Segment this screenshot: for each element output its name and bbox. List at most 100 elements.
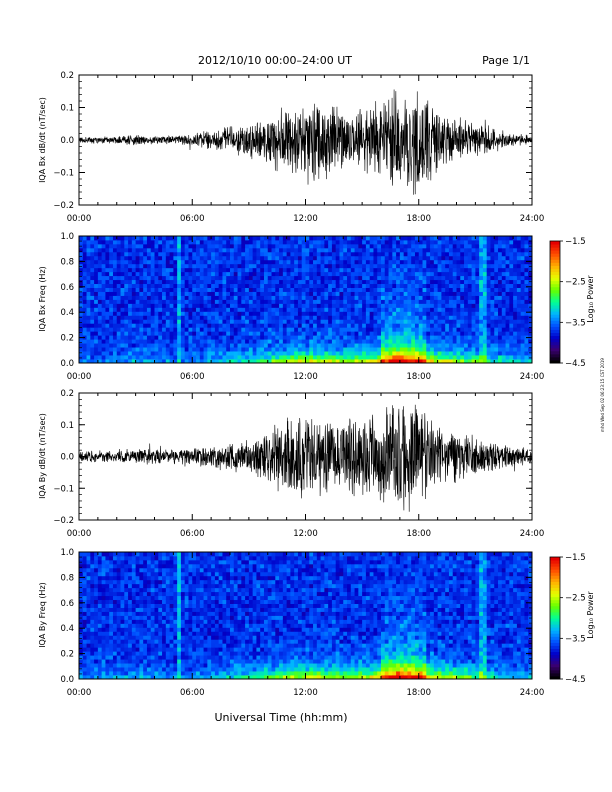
spectrogram-cell	[286, 279, 291, 285]
spectrogram-cell	[86, 567, 91, 573]
spectrogram-cell	[324, 347, 329, 352]
spectrogram-cell	[101, 255, 106, 261]
spectrogram-cell	[297, 339, 303, 344]
spectrogram-cell	[90, 575, 95, 581]
spectrogram-cell	[162, 587, 167, 593]
spectrogram-cell	[143, 591, 148, 597]
spectrogram-cell	[199, 279, 204, 285]
spectrogram-cell	[448, 331, 454, 336]
y-axis-label: IQA Bx dB/dt (nT/sec)	[38, 97, 47, 183]
spectrogram-cell	[294, 259, 299, 265]
spectrogram-cell	[305, 267, 310, 273]
spectrogram-cell	[324, 251, 329, 257]
spectrogram-cell	[188, 259, 193, 265]
spectrogram-cell	[218, 255, 223, 261]
spectrogram-cell	[128, 307, 133, 312]
spectrogram-cell	[520, 343, 525, 348]
spectrogram-cell	[388, 343, 393, 348]
spectrogram-cell	[365, 323, 371, 328]
spectrogram-cell	[131, 552, 137, 557]
spectrogram-cell	[154, 607, 159, 612]
spectrogram-cell	[150, 243, 155, 249]
spectrogram-cell	[173, 247, 178, 253]
spectrogram-cell	[513, 339, 518, 344]
spectrogram-cell	[297, 327, 303, 332]
spectrogram-cell	[392, 335, 397, 340]
spectrogram-cell	[169, 271, 174, 277]
spectrogram-cell	[79, 323, 84, 328]
spectrogram-cell	[260, 259, 265, 265]
spectrogram-cell	[79, 675, 84, 680]
spectrogram-cell	[460, 263, 465, 269]
spectrogram-cell	[464, 359, 469, 364]
spectrogram-cell	[407, 259, 412, 265]
spectrogram-cell	[335, 311, 340, 316]
spectrogram-cell	[199, 351, 204, 356]
spectrogram-cell	[282, 271, 288, 277]
spectrogram-cell	[418, 275, 423, 281]
spectrogram-cell	[135, 315, 140, 320]
spectrogram-cell	[233, 263, 238, 269]
spectrogram-cell	[452, 323, 457, 328]
spectrogram-cell	[347, 303, 352, 308]
spectrogram-cell	[316, 311, 321, 316]
spectrogram-cell	[146, 295, 152, 300]
spectrogram-cell	[494, 255, 499, 261]
spectrogram-cell	[430, 295, 435, 300]
spectrogram-cell	[301, 279, 306, 285]
spectrogram-cell	[79, 623, 84, 628]
spectrogram-cell	[184, 331, 189, 336]
spectrogram-cell	[222, 299, 227, 304]
spectrogram-cell	[97, 552, 103, 557]
spectrogram-cell	[271, 247, 276, 253]
spectrogram-cell	[339, 303, 344, 308]
spectrogram-cell	[196, 267, 201, 273]
spectrogram-cell	[150, 563, 155, 569]
spectrogram-cell	[369, 303, 374, 308]
spectrogram-cell	[445, 239, 450, 245]
spectrogram-cell	[301, 355, 306, 360]
spectrogram-cell	[475, 315, 480, 320]
spectrogram-cell	[143, 359, 148, 364]
spectrogram-cell	[263, 283, 269, 288]
spectrogram-cell	[86, 331, 91, 336]
spectrogram-cell	[301, 339, 306, 344]
spectrogram-cell	[471, 343, 476, 348]
spectrogram-cell	[260, 323, 265, 328]
spectrogram-cell	[256, 315, 261, 320]
spectrogram-cell	[124, 351, 129, 356]
spectrogram-cell	[452, 303, 457, 308]
spectrogram-cell	[396, 315, 401, 320]
spectrogram-cell	[105, 263, 110, 269]
spectrogram-cell	[94, 663, 99, 668]
spectrogram-cell	[358, 283, 363, 288]
spectrogram-cell	[203, 255, 208, 261]
spectrogram-cell	[128, 263, 133, 269]
spectrogram-cell	[203, 267, 208, 273]
spectrogram-cell	[135, 299, 140, 304]
spectrogram-cell	[433, 359, 439, 364]
spectrogram-cell	[169, 347, 174, 352]
spectrogram-cell	[146, 359, 152, 364]
spectrogram-cell	[509, 275, 514, 281]
spectrogram-cell	[305, 355, 310, 360]
spectrogram-cell	[350, 279, 355, 285]
spectrogram-cell	[316, 251, 321, 257]
spectrogram-cell	[146, 667, 152, 672]
spectrogram-cell	[339, 347, 344, 352]
spectrogram-cell	[154, 552, 159, 557]
spectrogram-cell	[358, 287, 363, 292]
spectrogram-cell	[241, 247, 246, 253]
spectrogram-cell	[282, 236, 288, 241]
spectrogram-cell	[479, 323, 484, 328]
spectrogram-cell	[131, 595, 137, 601]
spectrogram-cell	[331, 283, 337, 288]
spectrogram-cell	[373, 311, 378, 316]
spectrogram-cell	[143, 251, 148, 257]
spectrogram-cell	[377, 347, 382, 352]
spectrogram-cell	[177, 243, 182, 249]
spectrogram-cell	[158, 236, 163, 241]
spectrogram-cell	[490, 239, 495, 245]
spectrogram-cell	[441, 323, 446, 328]
spectrogram-cell	[109, 643, 114, 648]
